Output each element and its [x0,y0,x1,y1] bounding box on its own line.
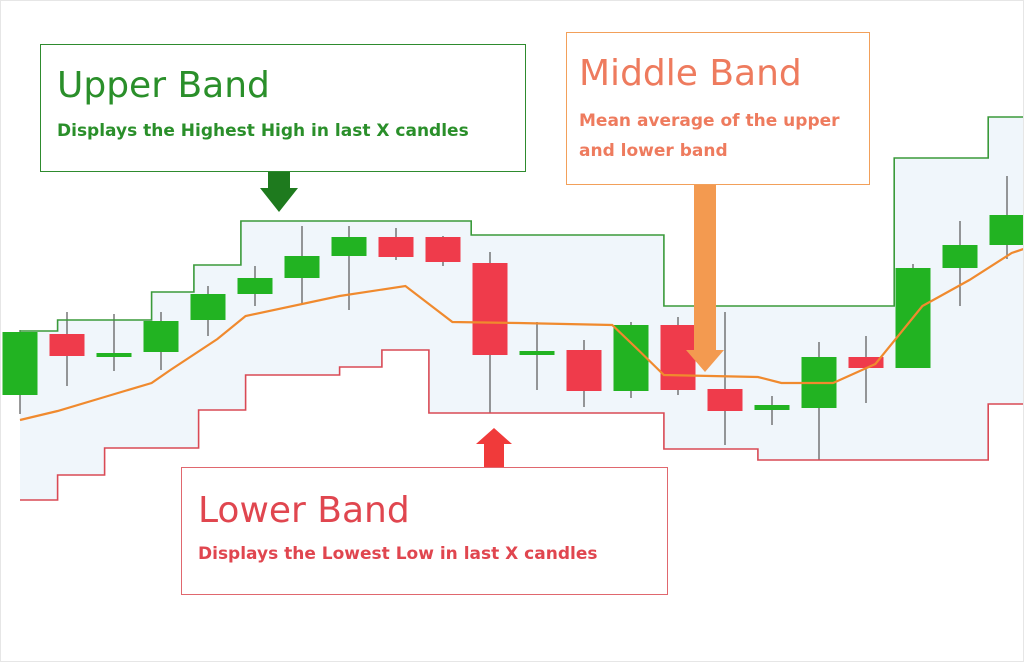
upper-band-annotation: Upper Band Displays the Highest High in … [40,44,526,172]
upper-band-arrow-icon [260,172,298,212]
middle-band-annotation: Middle Band Mean average of the upper an… [566,32,870,185]
lower-band-title: Lower Band [198,490,410,531]
candle-bearish [566,350,602,391]
candle-bullish [942,245,978,268]
candle-bearish [660,325,696,390]
candles [2,176,1024,460]
candle-bullish [143,321,179,352]
channel-fill [20,117,1024,500]
candle-bearish [425,237,461,262]
candle-bullish [237,278,273,294]
candle-bullish [190,294,226,320]
middle-band-line [19,247,1024,422]
middle-band-title: Middle Band [579,53,802,94]
candle-bullish [989,215,1024,245]
lower-band-arrow-icon [476,428,512,467]
middle-band-description: Mean average of the upper and lower band [579,111,840,161]
middle-band-arrow-icon [686,185,724,372]
candle-bearish [378,237,414,257]
candle-bearish [472,263,508,355]
lower-band-description: Displays the Lowest Low in last X candle… [198,544,598,564]
candle-bullish [331,237,367,256]
lower-band-annotation: Lower Band Displays the Lowest Low in la… [181,467,668,595]
candle-bullish [96,353,132,357]
lower-band-line [20,349,1024,501]
candle-bullish [519,351,555,355]
upper-band-description: Displays the Highest High in last X cand… [57,121,469,141]
candle-bullish [2,332,38,395]
upper-band-line [20,116,1024,332]
candle-bearish [49,334,85,356]
upper-band-title: Upper Band [57,65,270,106]
candle-bullish [613,325,649,391]
candle-bearish [707,389,743,411]
candle-bearish [848,357,884,368]
candle-bullish [284,256,320,278]
candle-bullish [754,405,790,410]
